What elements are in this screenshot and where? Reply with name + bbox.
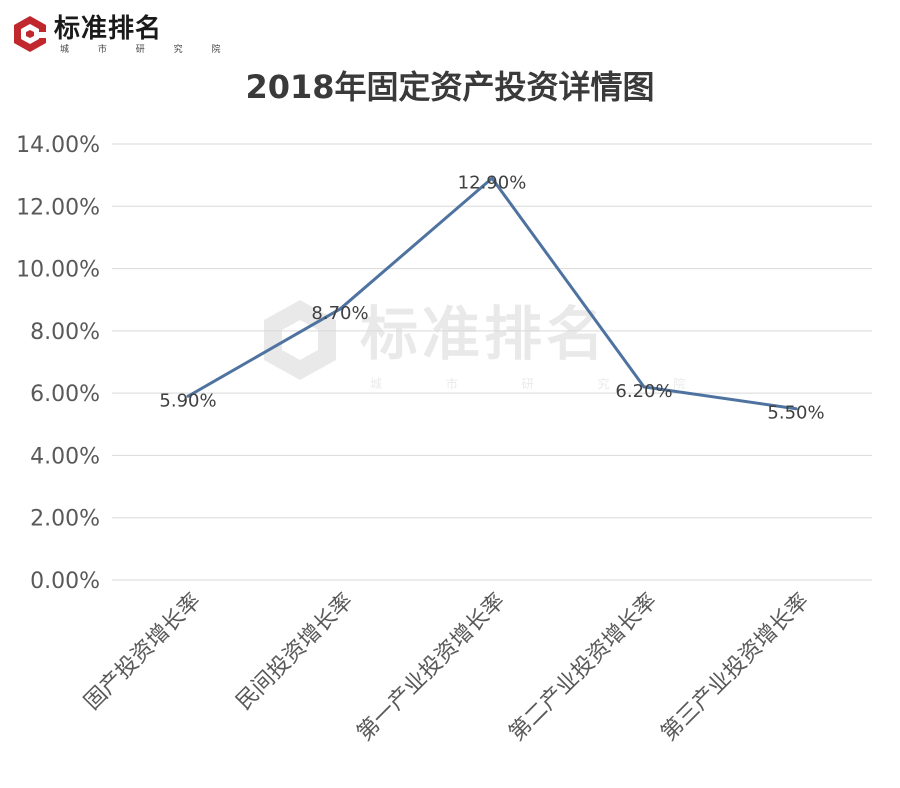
x-tick-label: 第一产业投资增长率 — [353, 589, 511, 747]
data-labels: 5.90% 8.70% 12.90% 6.20% 5.50% — [159, 172, 824, 423]
gridlines — [112, 143, 872, 581]
x-tick-label: 民间投资增长率 — [232, 589, 359, 716]
x-tick-label: 固产投资增长率 — [80, 589, 207, 716]
y-tick-label: 0.00% — [30, 569, 100, 594]
data-point — [338, 307, 342, 311]
x-axis-ticks: 固产投资增长率 民间投资增长率第一产业投资增长率第二产业投资增长率第三产业投资增长… — [80, 589, 815, 747]
data-point — [490, 176, 494, 180]
watermark-name: 标准排名 — [360, 300, 608, 368]
x-tick-label: 第二产业投资增长率 — [505, 589, 663, 747]
data-point — [794, 407, 798, 411]
watermark-subtitle: 城 市 研 究 院 — [370, 376, 715, 391]
data-point — [642, 385, 646, 389]
brand-cube-icon — [14, 16, 48, 52]
data-label: 6.20% — [615, 381, 672, 402]
chart-title: 2018年固定资产投资详情图 — [245, 68, 655, 106]
brand-subtitle: 城 市 研 究 院 — [60, 45, 234, 55]
data-label: 12.90% — [458, 172, 527, 193]
brand-name: 标准排名 — [54, 14, 163, 44]
data-label: 5.50% — [767, 403, 824, 424]
y-tick-label: 4.00% — [30, 444, 100, 469]
y-tick-label: 12.00% — [16, 195, 100, 220]
y-tick-label: 14.00% — [16, 133, 100, 158]
y-tick-label: 10.00% — [16, 258, 100, 283]
data-point — [186, 394, 190, 398]
x-tick-label: 第三产业投资增长率 — [657, 589, 815, 747]
series-group — [186, 176, 798, 411]
data-label: 5.90% — [159, 390, 216, 411]
y-tick-label: 6.00% — [30, 382, 100, 407]
y-axis-ticks: 0.00% 2.00% 4.00% 6.00% 8.00% 10.00% 12.00% 14.… — [16, 133, 100, 594]
y-tick-label: 8.00% — [30, 320, 100, 345]
series-line — [187, 176, 797, 411]
watermark-cube-inner — [282, 320, 318, 360]
y-tick-label: 2.00% — [30, 507, 100, 532]
data-label: 8.70% — [311, 303, 368, 324]
brand-logo: 标准排名 城 市 研 究 院 — [10, 14, 233, 56]
